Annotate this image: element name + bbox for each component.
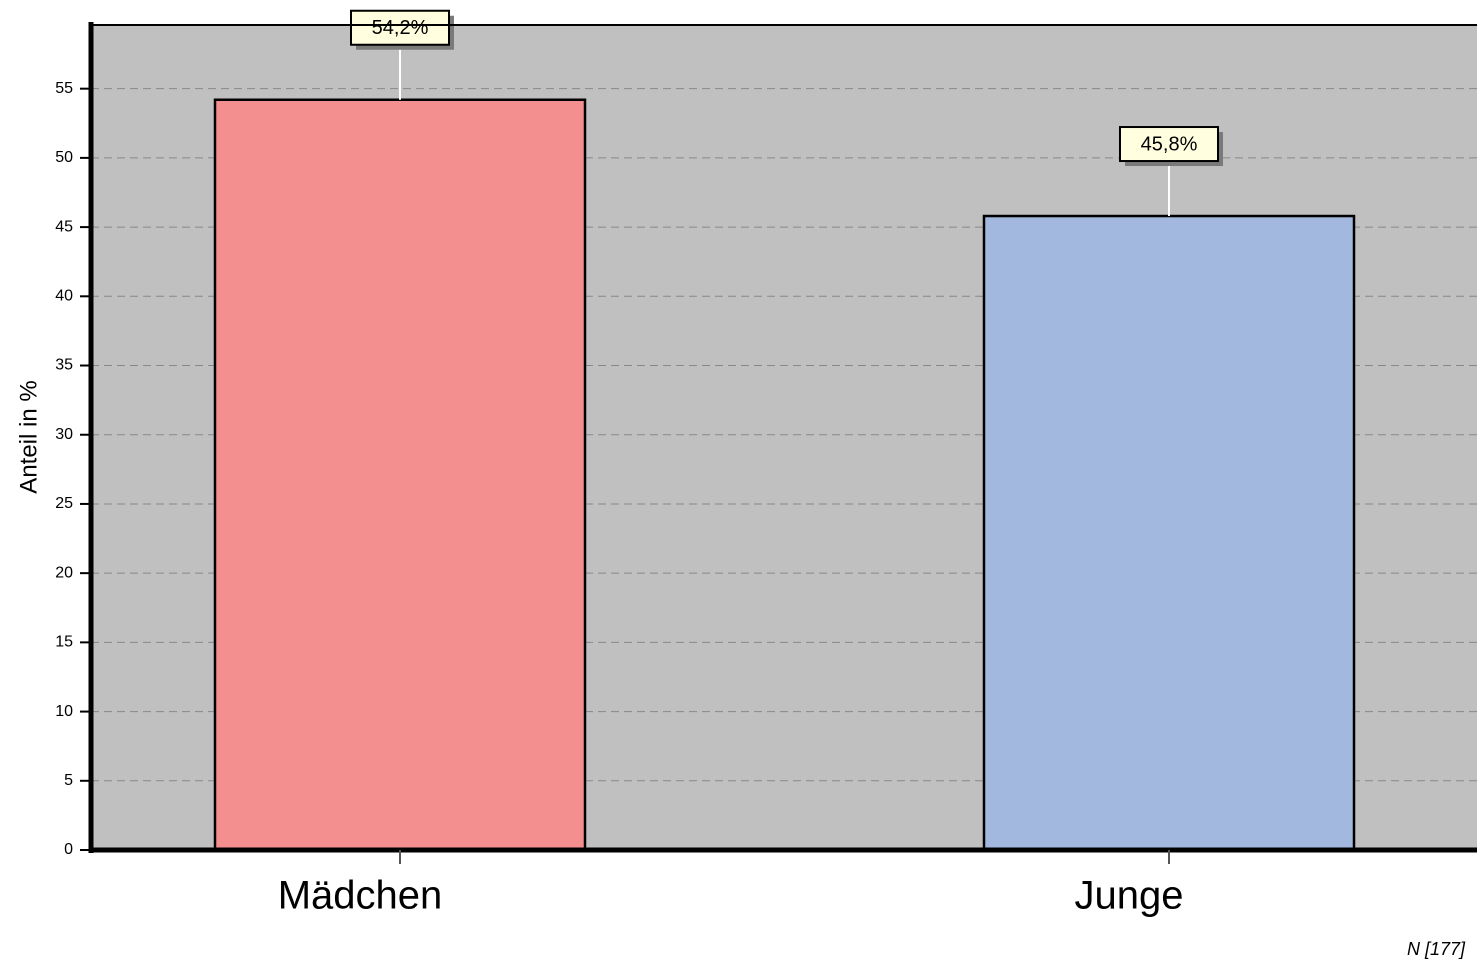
y-tick-label: 25	[55, 495, 73, 512]
marks: 54,2% 45,8%	[213, 9, 1356, 852]
y-tick-label: 0	[64, 841, 73, 858]
y-tick-label: 10	[55, 703, 73, 720]
x-tick-label: Mädchen	[278, 874, 443, 918]
y-tick-label: 15	[55, 634, 73, 651]
value-label: 45,8%	[1141, 133, 1198, 155]
bar	[213, 98, 587, 852]
y-tick-label: 55	[55, 80, 73, 97]
y-tick-label: 35	[55, 357, 73, 374]
y-tick-label: 45	[55, 218, 73, 235]
y-tick-label: 40	[55, 288, 73, 305]
annotation: N [177]	[1407, 939, 1466, 959]
bar	[982, 214, 1356, 852]
y-tick-label: 5	[64, 772, 73, 789]
label-box	[350, 9, 450, 46]
x-tick-label: Junge	[1075, 874, 1184, 918]
grid	[91, 88, 1477, 782]
y-tick-label: 50	[55, 149, 73, 166]
label-box	[1119, 126, 1219, 163]
y-axis-label: Anteil in %	[15, 380, 42, 493]
y-tick-label: 20	[55, 564, 73, 581]
value-label: 54,2%	[372, 17, 429, 39]
y-tick-label: 30	[55, 426, 73, 443]
